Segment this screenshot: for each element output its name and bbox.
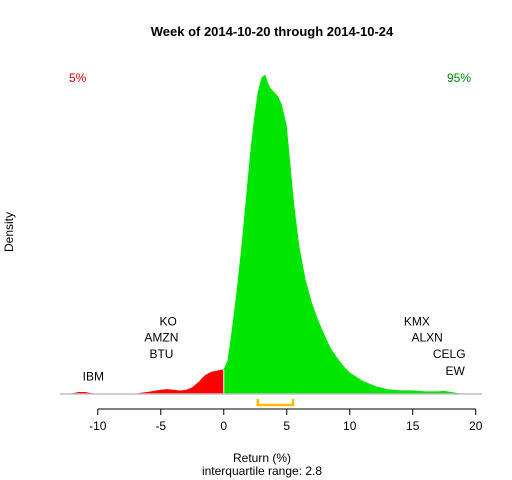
ticker-label: AMZN bbox=[144, 331, 178, 345]
ticker-label: CELG bbox=[433, 347, 466, 361]
ticker-label: KMX bbox=[404, 315, 430, 329]
right-tail-percent-label: 95% bbox=[447, 71, 471, 85]
ticker-label: IBM bbox=[83, 370, 104, 384]
plot-area: -10 -5 0 5 10 15 20 IBM BTU AMZN KO KMX ALXN CELG EW bbox=[60, 74, 483, 433]
interquartile-bracket bbox=[256, 399, 295, 407]
left-tail-percent-label: 5% bbox=[69, 71, 87, 85]
ticker-label: EW bbox=[445, 364, 465, 378]
positive-density-area bbox=[223, 74, 464, 394]
ticker-label: BTU bbox=[149, 347, 173, 361]
x-tick-label: 10 bbox=[343, 419, 357, 433]
x-tick-label: -5 bbox=[155, 419, 166, 433]
x-tick-label: -10 bbox=[89, 419, 107, 433]
x-tick-label: 15 bbox=[406, 419, 420, 433]
chart-title: Week of 2014-10-20 through 2014-10-24 bbox=[151, 24, 394, 39]
x-tick-label: 5 bbox=[283, 419, 290, 433]
y-axis-label: Density bbox=[2, 212, 16, 252]
x-tick-label: 20 bbox=[469, 419, 483, 433]
ticker-label: ALXN bbox=[411, 331, 442, 345]
x-axis-label: Return (%) bbox=[233, 451, 291, 465]
ticker-label: KO bbox=[160, 315, 177, 329]
x-tick-label: 0 bbox=[220, 419, 227, 433]
negative-density-area bbox=[65, 369, 224, 394]
interquartile-range-label: interquartile range: 2.8 bbox=[202, 464, 322, 478]
